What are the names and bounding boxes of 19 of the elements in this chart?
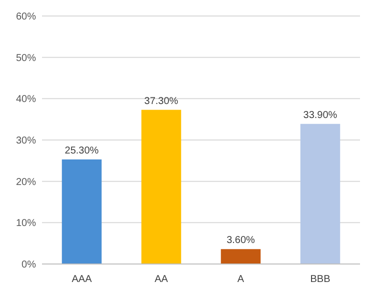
bar xyxy=(141,110,182,264)
y-tick-label: 20% xyxy=(16,176,36,188)
x-tick-label: AA xyxy=(154,274,168,285)
data-label: 33.90% xyxy=(303,110,338,121)
y-tick-label: 50% xyxy=(16,52,36,64)
data-label: 25.30% xyxy=(64,145,99,156)
x-tick-label: A xyxy=(237,274,244,285)
bar xyxy=(220,249,261,264)
x-tick-label: AAA xyxy=(72,274,92,285)
data-label: 37.30% xyxy=(144,96,178,107)
y-tick-label: 0% xyxy=(22,260,36,270)
y-tick-label: 30% xyxy=(16,136,36,146)
y-tick-label: 40% xyxy=(16,94,36,106)
y-tick-label: 10% xyxy=(16,218,36,230)
y-tick-label: 60% xyxy=(16,12,36,22)
bar xyxy=(62,159,102,264)
data-label: 3.60% xyxy=(226,235,256,246)
x-tick-label: BBB xyxy=(310,274,331,285)
bar xyxy=(300,124,340,264)
